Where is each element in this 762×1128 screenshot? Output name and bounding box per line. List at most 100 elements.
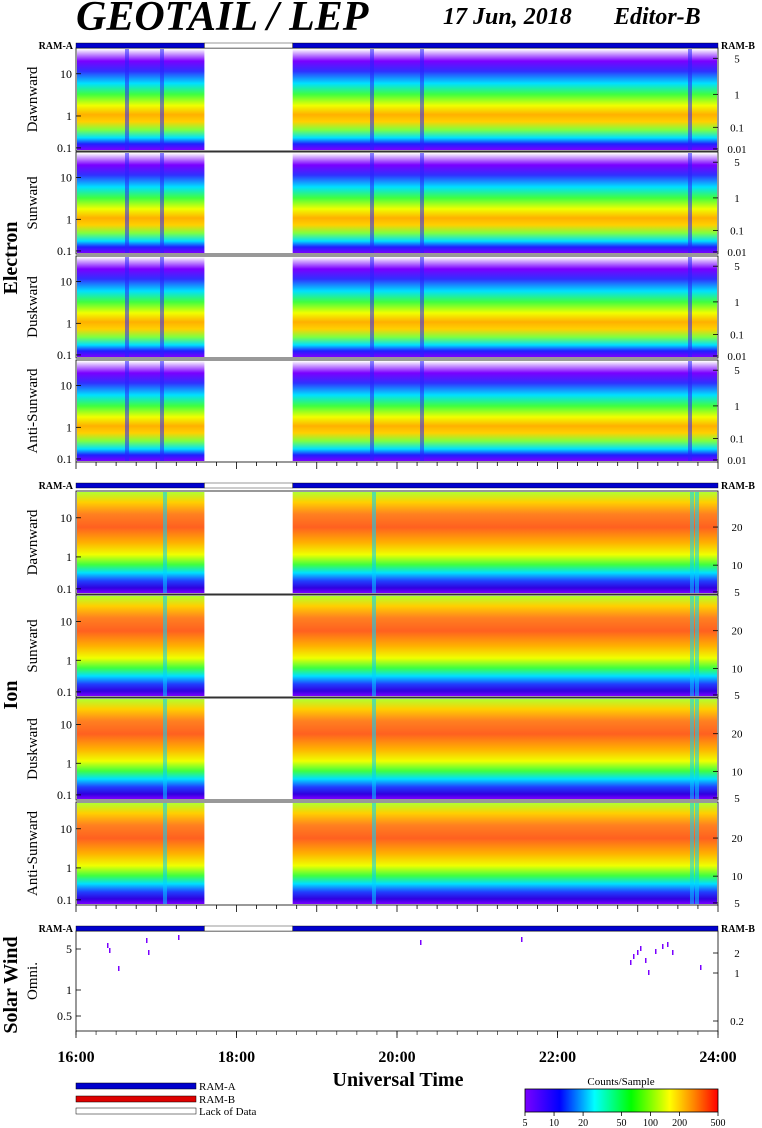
spectrogram-stripe: [695, 803, 699, 904]
left-tick-label: 10: [60, 379, 72, 393]
spectrogram-stripe: [163, 492, 167, 593]
spectrogram-stripe: [370, 257, 374, 357]
legend-swatch-ram-b: [75, 1095, 197, 1103]
spectrogram-segment: [77, 803, 205, 904]
left-tick-label: 0.1: [57, 452, 72, 466]
panel-8: 10 1 0.1 20 10 5: [57, 801, 743, 910]
spectrogram-segment: [292, 803, 717, 904]
legend-swatch-lack-of-data: [75, 1107, 197, 1115]
x-tick-label: 16:00: [57, 1049, 94, 1066]
spectrogram-stripe: [690, 699, 694, 799]
spectrogram-segment: [77, 49, 205, 150]
colorbar-tick-label: 200: [672, 1118, 687, 1128]
right-tick-label: 0.1: [730, 330, 744, 342]
spectrogram-stripe: [420, 49, 424, 150]
spectrogram-stripe: [372, 803, 376, 904]
panel-6: 10 1 0.1 20 10 5: [57, 594, 743, 702]
left-tick-label: 5: [66, 942, 72, 956]
solar-wind-point: [630, 960, 632, 965]
left-tick-label: 0.1: [57, 244, 72, 258]
solar-wind-point: [148, 950, 150, 955]
solar-wind-point: [640, 946, 642, 951]
solar-wind-point: [521, 937, 523, 942]
spectrogram-stripe: [688, 257, 692, 357]
spectrogram-stripe: [688, 153, 692, 253]
right-tick-label: 5: [734, 157, 740, 169]
right-tick-label: 1: [734, 968, 740, 980]
labels-layer: Dawnward Sunward Duskward Anti-Sunward Dawnw…: [25, 66, 41, 1000]
figure-title: GEOTAIL / LEP: [76, 0, 369, 40]
panel-name: Anti-Sunward: [25, 811, 41, 896]
panel-3: 10 1 0.1 5 1 0.1 0.01: [57, 255, 747, 363]
panel-name: Duskward: [25, 718, 41, 780]
left-tick-label: 1: [66, 653, 72, 667]
right-tick-label: 5: [734, 365, 740, 377]
solar-wind-point: [662, 944, 664, 949]
ram-a-segment: [75, 925, 205, 932]
spectrogram-stripe: [695, 492, 699, 593]
spectrogram-segment: [292, 492, 717, 593]
right-tick-label: 20: [732, 729, 744, 741]
x-axis: 16:00 18:00 20:00 22:00 24:00: [57, 462, 737, 1066]
solar-wind-point: [633, 954, 635, 959]
left-tick-label: 10: [60, 718, 72, 732]
solar-wind-point: [420, 940, 422, 945]
right-tick-label: 1: [734, 297, 740, 309]
solar-wind-point: [637, 950, 639, 955]
right-tick-label: 0.1: [730, 122, 744, 134]
left-tick-label: 10: [60, 822, 72, 836]
panel-4: 10 1 0.1 5 1 0.1 0.01: [57, 359, 747, 467]
right-tick-label: 0.2: [730, 1016, 744, 1028]
spectrogram-segment: [292, 596, 717, 696]
left-tick-label: 0.1: [57, 348, 72, 362]
colorbar-ticks: 5 10 20 50 100 200 500: [523, 1112, 726, 1128]
panel-7: 10 1 0.1 20 10 5: [57, 697, 744, 805]
spectrogram-segment: [292, 257, 717, 357]
spectrogram-segment: [77, 153, 205, 253]
left-tick-label: 1: [66, 316, 72, 330]
colorbar-title: Counts/Sample: [587, 1076, 654, 1088]
solar-wind-point: [648, 970, 650, 975]
spectrogram-stripe: [695, 699, 699, 799]
panel-2: 10 1 0.1 5 1 0.1 0.01: [57, 151, 747, 259]
solar-wind-point: [667, 942, 669, 947]
left-tick-label: 0.1: [57, 893, 72, 907]
left-tick-label: 0.1: [57, 141, 72, 155]
spectrogram-stripe: [420, 257, 424, 357]
colorbar-tick-label: 5: [523, 1118, 528, 1128]
right-tick-label: 0.01: [727, 144, 746, 156]
spectrogram-stripe: [370, 49, 374, 150]
spectrogram-stripe: [372, 699, 376, 799]
ram-a-segment: [292, 925, 719, 932]
right-tick-label: 1: [734, 193, 740, 205]
panel-5: 10 1 0.1 20 10 5: [57, 490, 744, 599]
right-tick-label: 0.1: [730, 434, 744, 446]
group-label-electron: Electron: [0, 222, 22, 295]
legend: RAM-A RAM-B Lack of Data: [75, 1081, 257, 1118]
colorbar: [524, 1088, 719, 1113]
spectrogram-stripe: [372, 596, 376, 696]
panel-name: Dawnward: [25, 66, 41, 132]
ram-a-segment: [75, 42, 205, 49]
right-tick-label: 0.1: [730, 226, 744, 238]
spectrogram-stripe: [420, 153, 424, 253]
spectrogram-segment: [292, 361, 717, 461]
ram-b-label: RAM-B: [721, 481, 755, 492]
legend-swatch-ram-a: [75, 1082, 197, 1090]
ram-a-segment: [292, 482, 719, 489]
right-tick-label: 20: [732, 522, 744, 534]
spectrogram-stripe: [163, 803, 167, 904]
right-tick-label: 5: [734, 587, 740, 599]
spectrogram-segment: [292, 153, 717, 253]
spectrogram-stripe: [125, 153, 129, 253]
figure-editor: Editor-B: [613, 4, 701, 30]
panels-layer: 10 1 0.1 5 1 0.1 0.01 10 1 0.1 5 1 0.1 0.01 10 1 0.1 5 1 0.…: [57, 47, 747, 1032]
ram-b-label: RAM-B: [721, 41, 755, 52]
spectrogram-segment: [292, 699, 717, 799]
ram-a-label: RAM-A: [39, 481, 74, 492]
spectrogram-stripe: [163, 596, 167, 696]
spectrogram-stripe: [160, 153, 164, 253]
right-tick-label: 2: [734, 948, 740, 960]
x-axis-title: Universal Time: [333, 1069, 464, 1091]
